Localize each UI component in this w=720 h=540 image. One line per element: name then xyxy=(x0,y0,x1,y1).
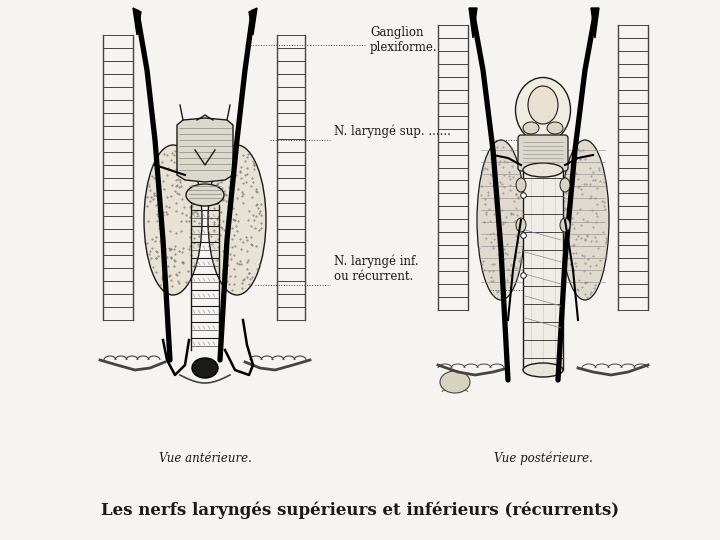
Ellipse shape xyxy=(440,371,470,393)
Ellipse shape xyxy=(560,218,570,232)
FancyBboxPatch shape xyxy=(523,170,563,370)
Polygon shape xyxy=(133,8,141,35)
Ellipse shape xyxy=(208,145,266,295)
Ellipse shape xyxy=(523,122,539,134)
FancyBboxPatch shape xyxy=(518,135,568,171)
Polygon shape xyxy=(469,8,477,38)
Polygon shape xyxy=(177,118,233,182)
Ellipse shape xyxy=(186,184,224,206)
Polygon shape xyxy=(249,8,257,35)
Text: N. laryngé sup. ......: N. laryngé sup. ...... xyxy=(334,125,451,138)
Ellipse shape xyxy=(516,78,570,143)
Ellipse shape xyxy=(200,163,210,181)
Ellipse shape xyxy=(560,178,570,192)
Ellipse shape xyxy=(528,86,558,124)
Ellipse shape xyxy=(523,163,563,177)
Ellipse shape xyxy=(144,145,202,295)
Ellipse shape xyxy=(477,140,525,300)
Ellipse shape xyxy=(192,358,218,378)
Text: Les nerfs laryngés supérieurs et inférieurs (récurrents): Les nerfs laryngés supérieurs et inférie… xyxy=(101,501,619,519)
Ellipse shape xyxy=(561,140,609,300)
Text: Ganglion
plexiforme.: Ganglion plexiforme. xyxy=(370,26,438,54)
Ellipse shape xyxy=(547,122,563,134)
Ellipse shape xyxy=(516,218,526,232)
Text: N. laryngé inf.
ou récurrent.: N. laryngé inf. ou récurrent. xyxy=(334,254,418,283)
Text: Vue postérieure.: Vue postérieure. xyxy=(494,451,593,465)
FancyBboxPatch shape xyxy=(191,186,219,204)
Text: Vue antérieure.: Vue antérieure. xyxy=(158,452,251,465)
Polygon shape xyxy=(591,8,599,38)
Ellipse shape xyxy=(523,363,563,377)
Ellipse shape xyxy=(516,178,526,192)
